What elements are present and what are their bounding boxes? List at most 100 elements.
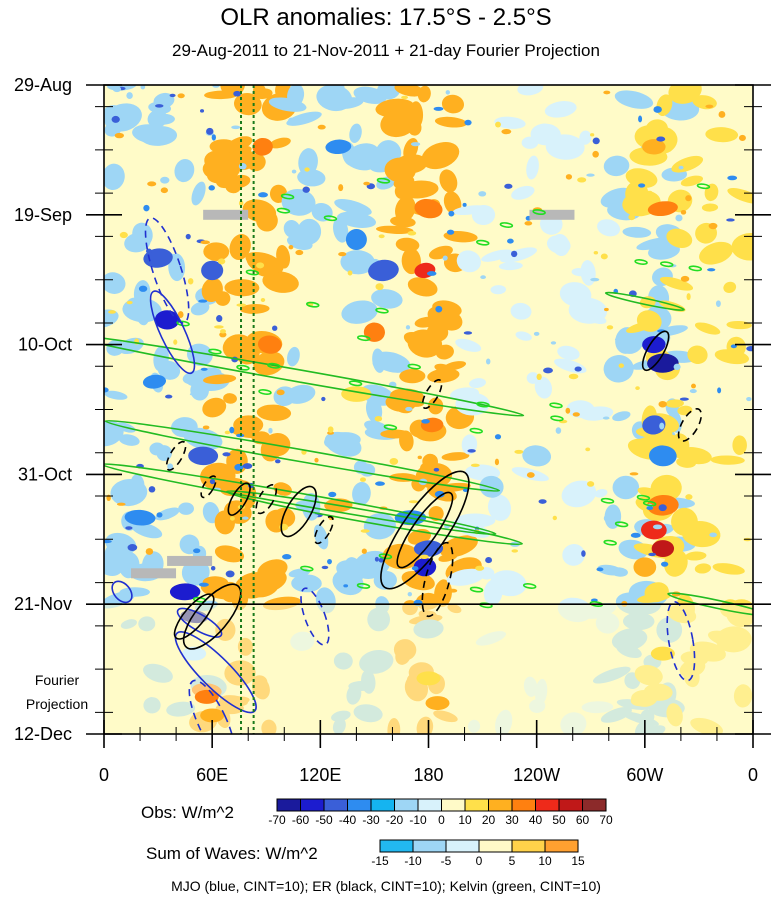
kelvin-contour (245, 269, 260, 276)
kelvin-contour (549, 402, 563, 409)
olr-patch (198, 582, 209, 587)
olr-patch (230, 516, 235, 521)
olr-patch (211, 134, 216, 141)
olr-patch (480, 275, 486, 279)
olr-patch (302, 186, 310, 193)
olr-patch (434, 116, 468, 128)
olr-patch (714, 349, 750, 365)
olr-patch (191, 181, 206, 206)
olr-patch (596, 567, 604, 572)
obs-colorbar-box (323, 798, 349, 812)
olr-patch (202, 397, 227, 418)
olr-patch (272, 325, 278, 331)
obs-colorbar-box (300, 798, 325, 812)
olr-patch (111, 115, 120, 123)
olr-patch (262, 271, 299, 293)
kelvin-contour (667, 592, 753, 617)
olr-patch (600, 253, 608, 260)
olr-patch (426, 322, 449, 342)
olr-patch (222, 482, 239, 492)
olr-patch (594, 489, 608, 498)
waves-colorbar-box (511, 839, 546, 853)
olr-patch (310, 514, 319, 518)
olr-patch (403, 331, 431, 349)
olr-patch (445, 90, 450, 95)
olr-patch (679, 397, 689, 401)
obs-colorbar-box (394, 798, 419, 812)
mjo-contour (666, 601, 696, 682)
olr-patch (349, 123, 362, 143)
olr-patch (328, 491, 337, 498)
olr-patch (701, 203, 719, 212)
obs-colorbar-label: -70 (268, 813, 286, 827)
obs-colorbar-box (535, 798, 560, 812)
olr-patch (374, 415, 383, 422)
olr-patch (420, 461, 435, 472)
olr-patch (130, 522, 163, 539)
olr-patch (231, 125, 241, 130)
olr-patch (311, 202, 333, 222)
olr-patch (352, 481, 371, 506)
olr-patch (127, 544, 138, 552)
olr-patch (642, 415, 666, 435)
olr-patch (586, 481, 595, 487)
obs-colorbar-box (558, 798, 584, 812)
olr-patch (470, 463, 480, 468)
olr-patch (411, 566, 419, 571)
olr-patch (487, 494, 512, 521)
olr-patch (604, 307, 609, 312)
kelvin-contour (375, 307, 389, 314)
olr-patch (602, 416, 610, 420)
olr-patch (661, 561, 669, 567)
olr-patch (258, 192, 268, 198)
olr-patch (295, 249, 304, 256)
kelvin-contour (614, 521, 629, 528)
olr-patch (671, 507, 698, 536)
footnote: MJO (blue, CINT=10); ER (black, CINT=10)… (171, 878, 601, 894)
olr-patch (209, 478, 216, 485)
olr-patch (104, 541, 133, 569)
x-tick-label: 0 (99, 765, 109, 785)
olr-patch (126, 300, 133, 305)
olr-patch (371, 289, 403, 309)
x-tick-label: 60E (196, 765, 228, 785)
olr-patch (116, 502, 126, 506)
olr-patch (718, 110, 726, 118)
olr-patch (276, 389, 285, 396)
olr-patch (220, 329, 226, 334)
obs-colorbar-box (511, 798, 537, 812)
olr-patch (658, 504, 667, 512)
olr-patch (122, 297, 162, 323)
olr-patch (336, 560, 366, 581)
olr-patch (680, 275, 690, 282)
olr-patch (530, 123, 561, 146)
olr-patch (380, 429, 410, 439)
olr-patch (202, 576, 229, 590)
olr-patch (154, 104, 164, 108)
kelvin-contour (236, 364, 250, 371)
olr-patch (446, 229, 455, 235)
olr-patch (253, 85, 266, 96)
olr-patch (614, 90, 654, 109)
kelvin-contour (258, 389, 272, 395)
olr-patch (173, 339, 178, 345)
olr-patch (543, 367, 553, 374)
olr-patch (592, 137, 600, 145)
olr-patch (219, 331, 227, 338)
olr-patch (130, 474, 145, 495)
kelvin-contour (476, 401, 490, 408)
olr-patch (190, 301, 210, 316)
olr-patch (104, 105, 126, 127)
olr-patch (269, 137, 291, 149)
olr-patch (124, 232, 151, 253)
olr-patch (538, 499, 547, 504)
olr-patch (635, 386, 640, 391)
olr-patch (372, 348, 386, 373)
olr-patch (471, 204, 496, 226)
olr-patch (630, 532, 641, 538)
olr-patch (526, 472, 535, 478)
olr-patch (462, 488, 469, 492)
olr-patch (461, 574, 482, 583)
olr-patch (427, 397, 444, 415)
olr-patch (297, 169, 326, 187)
